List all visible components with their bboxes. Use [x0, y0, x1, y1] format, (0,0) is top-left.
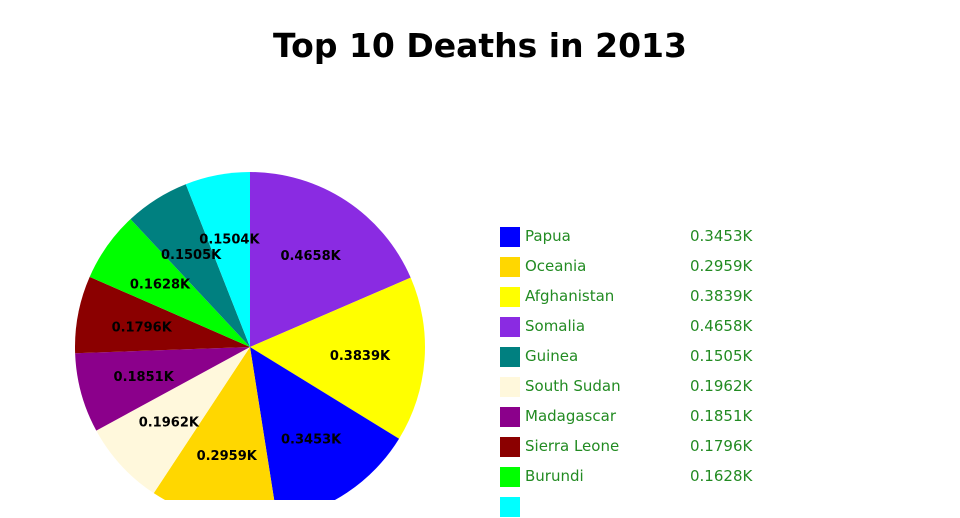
slice-label: 0.1962K [139, 416, 200, 431]
pie-slice-papua[interactable] [250, 347, 400, 500]
legend-item[interactable] [500, 496, 800, 518]
slice-label: 0.1628K [130, 277, 191, 292]
legend-name: Oceania [525, 257, 587, 275]
slice-label: 0.1505K [161, 248, 222, 263]
pie-slice-burundi[interactable] [89, 219, 250, 347]
pie-slice-unnamed[interactable] [185, 172, 250, 347]
slice-label: 0.1796K [112, 320, 173, 335]
legend-swatch [500, 257, 520, 277]
pie-slice-oceania[interactable] [153, 347, 278, 500]
pie-slice-guinea[interactable] [130, 184, 250, 347]
legend-name: Burundi [525, 467, 584, 485]
pie-slice-afghanistan[interactable] [250, 277, 425, 439]
legend-swatch [500, 287, 520, 307]
slice-label: 0.4658K [280, 249, 341, 264]
legend-value: 0.1851K [690, 407, 753, 425]
legend-swatch [500, 407, 520, 427]
legend-value: 0.1628K [690, 467, 753, 485]
pie-chart: 0.4658K 0.3839K 0.3453K 0.2959K 0.1962K 0.185… [75, 172, 425, 500]
legend-swatch [500, 377, 520, 397]
legend-value: 0.3839K [690, 287, 753, 305]
legend-swatch [500, 467, 520, 487]
legend-item[interactable]: Somalia 0.4658K [500, 316, 800, 338]
legend-name: Sierra Leone [525, 437, 620, 455]
legend-value: 0.4658K [690, 317, 753, 335]
legend-value: 0.1505K [690, 347, 753, 365]
legend-name: Afghanistan [525, 287, 615, 305]
legend-item[interactable]: Madagascar 0.1851K [500, 406, 800, 428]
legend-name: Guinea [525, 347, 579, 365]
legend-swatch [500, 437, 520, 457]
pie-slice-madagascar[interactable] [75, 347, 250, 431]
legend-item[interactable]: Afghanistan 0.3839K [500, 286, 800, 308]
legend-item[interactable]: Papua 0.3453K [500, 226, 800, 248]
legend-item[interactable]: South Sudan 0.1962K [500, 376, 800, 398]
legend-name: Madagascar [525, 407, 616, 425]
legend-name: Papua [525, 227, 571, 245]
slice-label: 0.2959K [197, 449, 258, 464]
legend-value: 0.1796K [690, 437, 753, 455]
pie-slice-sierra-leone[interactable] [75, 276, 250, 354]
legend-swatch [500, 347, 520, 367]
slice-label: 0.3839K [330, 349, 391, 364]
legend-swatch [500, 227, 520, 247]
legend-item[interactable]: Guinea 0.1505K [500, 346, 800, 368]
pie-slice-somalia[interactable] [250, 172, 411, 347]
legend-name: South Sudan [525, 377, 621, 395]
legend-item[interactable]: Sierra Leone 0.1796K [500, 436, 800, 458]
slice-label: 0.1851K [114, 370, 175, 385]
legend-item[interactable]: Oceania 0.2959K [500, 256, 800, 278]
legend-swatch [500, 497, 520, 517]
legend-name: Somalia [525, 317, 586, 335]
legend-value: 0.1962K [690, 377, 753, 395]
pie-slice-south-sudan[interactable] [96, 347, 250, 494]
slice-label: 0.1504K [199, 233, 260, 248]
legend-value: 0.3453K [690, 227, 753, 245]
chart-title: Top 10 Deaths in 2013 [273, 26, 687, 65]
legend-item[interactable]: Burundi 0.1628K [500, 466, 800, 488]
legend-value: 0.2959K [690, 257, 753, 275]
legend-swatch [500, 317, 520, 337]
slice-label: 0.3453K [281, 433, 342, 448]
